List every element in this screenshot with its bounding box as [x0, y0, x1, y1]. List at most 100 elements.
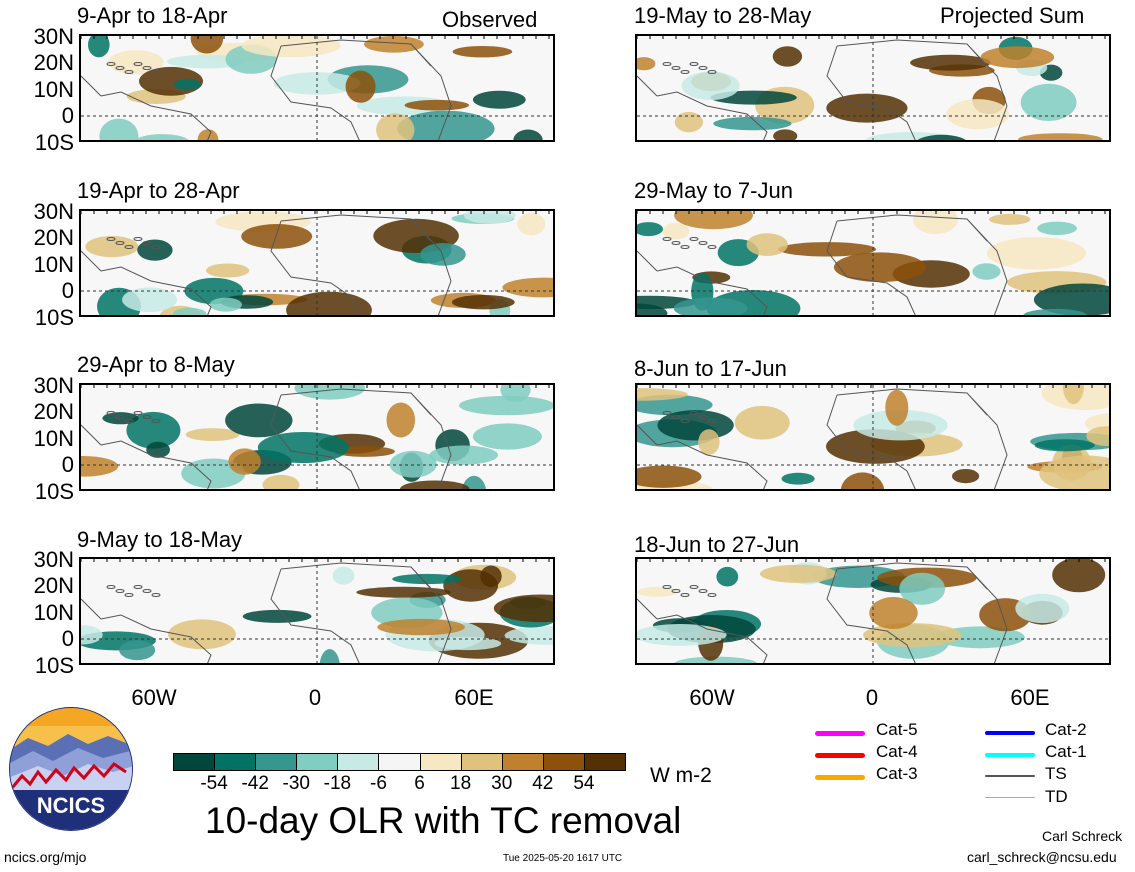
y-tick: 10N: [33, 252, 74, 277]
olr-anomaly-area: [759, 564, 837, 583]
olr-anomaly-area: [429, 445, 499, 465]
africa-coastline: [826, 214, 1008, 315]
panel-title-right-2: 29-May to 7-Jun: [634, 178, 793, 203]
olr-anomaly-area: [1037, 221, 1077, 235]
colorbar-tick-label: -6: [370, 773, 387, 794]
colorbar-swatch: [173, 753, 216, 771]
colorbar-ticks: -54 -42 -30 -18 -6 6 18 30 42 54: [173, 773, 625, 797]
colorbar-swatch: [378, 753, 421, 771]
olr-anomaly-area: [1023, 308, 1087, 315]
africa-coastline: [826, 562, 1008, 663]
caribbean-island: [115, 589, 125, 593]
legend-label-td: TD: [1045, 787, 1068, 806]
olr-anomaly-area: [840, 472, 885, 489]
panel-title-left-3: 29-Apr to 8-May: [77, 352, 235, 377]
legend-label-cat2: Cat-2: [1045, 720, 1087, 739]
olr-anomaly-area: [778, 242, 876, 257]
panel-title-left-4: 9-May to 18-May: [77, 527, 243, 552]
colorbar-swatch: [214, 753, 257, 771]
olr-anomaly-area: [377, 618, 465, 636]
author-email[interactable]: carl_schreck@ncsu.edu: [967, 849, 1117, 865]
colorbar-tick-label: -54: [200, 773, 228, 794]
olr-anomaly-area: [334, 446, 395, 457]
olr-anomaly-area: [404, 99, 469, 111]
caribbean-island: [680, 245, 690, 249]
south-america-coastline: [81, 75, 212, 140]
olr-anomaly-area: [472, 423, 542, 450]
olr-anomaly-area: [637, 465, 702, 488]
y-tick: 0: [61, 626, 74, 651]
africa-coastline: [826, 39, 1008, 140]
olr-anomaly-area: [99, 118, 139, 140]
colorbar-swatch: [255, 753, 298, 771]
caribbean-island: [689, 411, 699, 415]
olr-anomaly-area: [662, 222, 690, 240]
olr-anomaly-area: [504, 626, 553, 645]
panel-title-right-4: 18-Jun to 27-Jun: [634, 532, 800, 557]
olr-anomaly-area: [85, 236, 139, 258]
y-tick: 10S: [34, 130, 74, 155]
caribbean-island: [151, 593, 161, 597]
olr-anomaly-area: [205, 263, 250, 278]
caribbean-island: [115, 415, 125, 419]
y-tick: 10S: [34, 305, 74, 330]
olr-anomaly-area: [286, 291, 372, 315]
x-tick-right-0: 0: [865, 685, 879, 710]
south-america-coastline: [81, 424, 212, 489]
caribbean-island: [680, 419, 690, 423]
map-panel-left-4: [79, 557, 555, 665]
y-tick: 10N: [33, 600, 74, 625]
caribbean-island: [133, 585, 143, 589]
olr-anomaly-area: [400, 480, 470, 489]
olr-anomaly-area: [386, 402, 416, 438]
caribbean-island: [662, 585, 672, 589]
colorbar-units: W m-2: [650, 764, 712, 787]
colorbar-swatch: [542, 753, 585, 771]
olr-anomaly-area: [952, 469, 980, 484]
olr-anomaly-area: [637, 222, 663, 237]
olr-anomaly-area: [1052, 559, 1106, 593]
olr-anomaly-area: [513, 129, 543, 140]
olr-anomaly-area: [734, 405, 790, 440]
south-america-coastline: [637, 250, 768, 315]
olr-anomaly-area: [262, 474, 300, 489]
caribbean-island: [124, 70, 134, 74]
olr-anomaly-area: [673, 297, 748, 315]
colorbar-swatch: [501, 753, 544, 771]
caribbean-island: [707, 593, 717, 597]
olr-anomaly-area: [119, 640, 156, 661]
legend-line-cat1: [985, 753, 1035, 757]
caribbean-island: [707, 419, 717, 423]
colorbar-swatch: [419, 753, 462, 771]
caribbean-island: [689, 237, 699, 241]
olr-anomaly-area: [502, 277, 553, 298]
caribbean-island: [662, 62, 672, 66]
ncics-logo: NCICS: [8, 706, 134, 832]
legend-line-cat4: [815, 753, 865, 758]
olr-anomaly-area: [452, 46, 513, 58]
olr-anomaly-area: [493, 594, 553, 623]
caribbean-island: [671, 241, 681, 245]
caribbean-island: [671, 589, 681, 593]
caribbean-island: [142, 241, 152, 245]
caribbean-island: [142, 66, 152, 70]
olr-anomaly-area: [637, 388, 688, 401]
olr-anomaly-area: [392, 573, 462, 585]
caribbean-island: [142, 589, 152, 593]
olr-anomaly-area: [980, 46, 1055, 69]
olr-anomaly-area: [135, 134, 189, 140]
caribbean-island: [124, 419, 134, 423]
olr-anomaly-area: [185, 428, 240, 441]
caribbean-island: [151, 245, 161, 249]
olr-anomaly-area: [910, 54, 991, 71]
y-tick: 0: [61, 452, 74, 477]
map-panel-left-3: [79, 383, 555, 491]
olr-anomaly-area: [989, 213, 1031, 225]
map-panel-left-1: [79, 34, 555, 142]
website-link[interactable]: ncics.org/mjo: [4, 849, 87, 865]
author-name: Carl Schreck: [1042, 828, 1123, 844]
africa-coastline: [270, 214, 452, 315]
caribbean-island: [151, 70, 161, 74]
olr-anomaly-area: [869, 597, 918, 629]
main-title: 10-day OLR with TC removal: [205, 800, 682, 841]
